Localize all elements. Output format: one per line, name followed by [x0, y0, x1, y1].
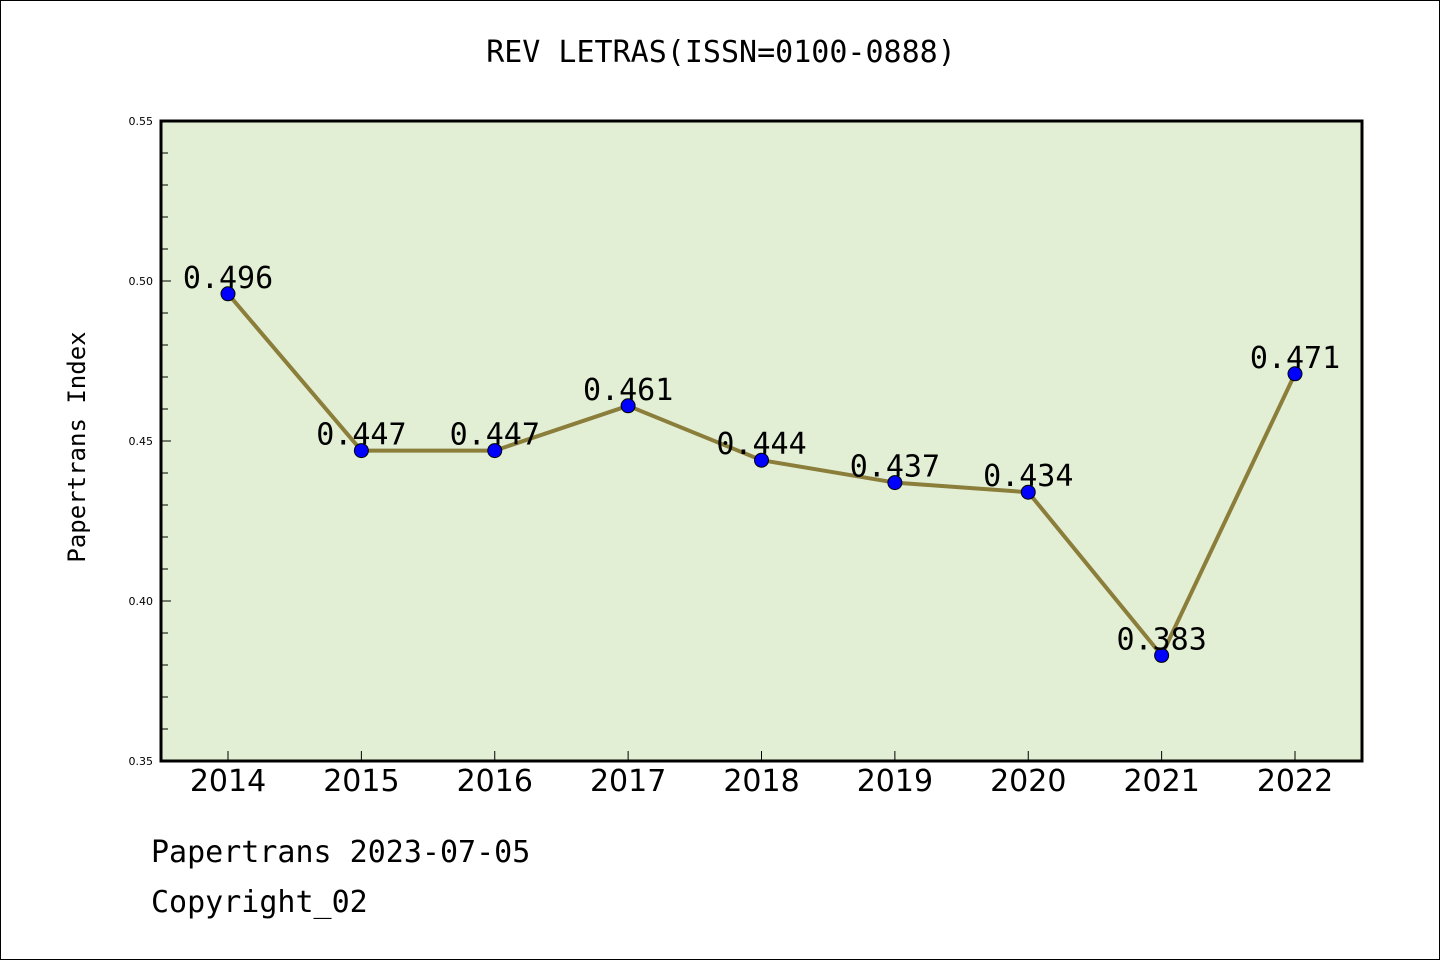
data-point: [1020, 484, 1036, 500]
y-tick-label: 0.40: [129, 595, 154, 608]
footer-date: Papertrans 2023-07-05: [151, 835, 531, 870]
data-point: [620, 398, 636, 414]
x-tick-label: 2018: [723, 764, 799, 799]
data-label: 0.447: [316, 418, 406, 453]
x-tick-label: 2014: [190, 764, 266, 799]
data-label: 0.434: [983, 459, 1073, 494]
data-point: [1287, 366, 1303, 382]
x-tick-label: 2015: [323, 764, 399, 799]
data-label: 0.444: [716, 427, 806, 462]
x-tick-label: 2022: [1257, 764, 1333, 799]
data-point: [353, 443, 369, 459]
x-tick-label: 2016: [457, 764, 533, 799]
x-tick-label: 2019: [857, 764, 933, 799]
y-tick-label: 0.50: [129, 275, 154, 288]
data-label: 0.496: [183, 261, 273, 296]
data-point: [220, 286, 236, 302]
data-label: 0.437: [850, 450, 940, 485]
data-point: [887, 475, 903, 491]
data-point: [1154, 647, 1170, 663]
x-tick-label: 2017: [590, 764, 666, 799]
data-label: 0.461: [583, 373, 673, 408]
x-axis: 2014 2015 2016 2017 2018 2019 2020 2021 2022: [190, 751, 1333, 799]
data-label: 0.447: [450, 418, 540, 453]
y-axis: 0.35 0.40 0.45 0.50 0.55: [129, 115, 171, 768]
footer-copyright: Copyright_02: [151, 885, 368, 920]
y-tick-label: 0.35: [129, 755, 154, 768]
x-tick-label: 2021: [1123, 764, 1199, 799]
data-label: 0.471: [1250, 341, 1340, 376]
data-labels: 0.496 0.447 0.447 0.461 0.444 0.437 0.434 0.383…: [183, 261, 1340, 658]
chart-title: REV LETRAS(ISSN=0100-0888): [486, 35, 956, 70]
y-tick-label: 0.45: [129, 435, 154, 448]
data-markers: [220, 286, 1303, 663]
x-tick-label: 2020: [990, 764, 1066, 799]
data-point: [487, 443, 503, 459]
data-label: 0.383: [1116, 622, 1206, 657]
y-tick-label: 0.55: [129, 115, 154, 128]
data-point: [754, 452, 769, 468]
